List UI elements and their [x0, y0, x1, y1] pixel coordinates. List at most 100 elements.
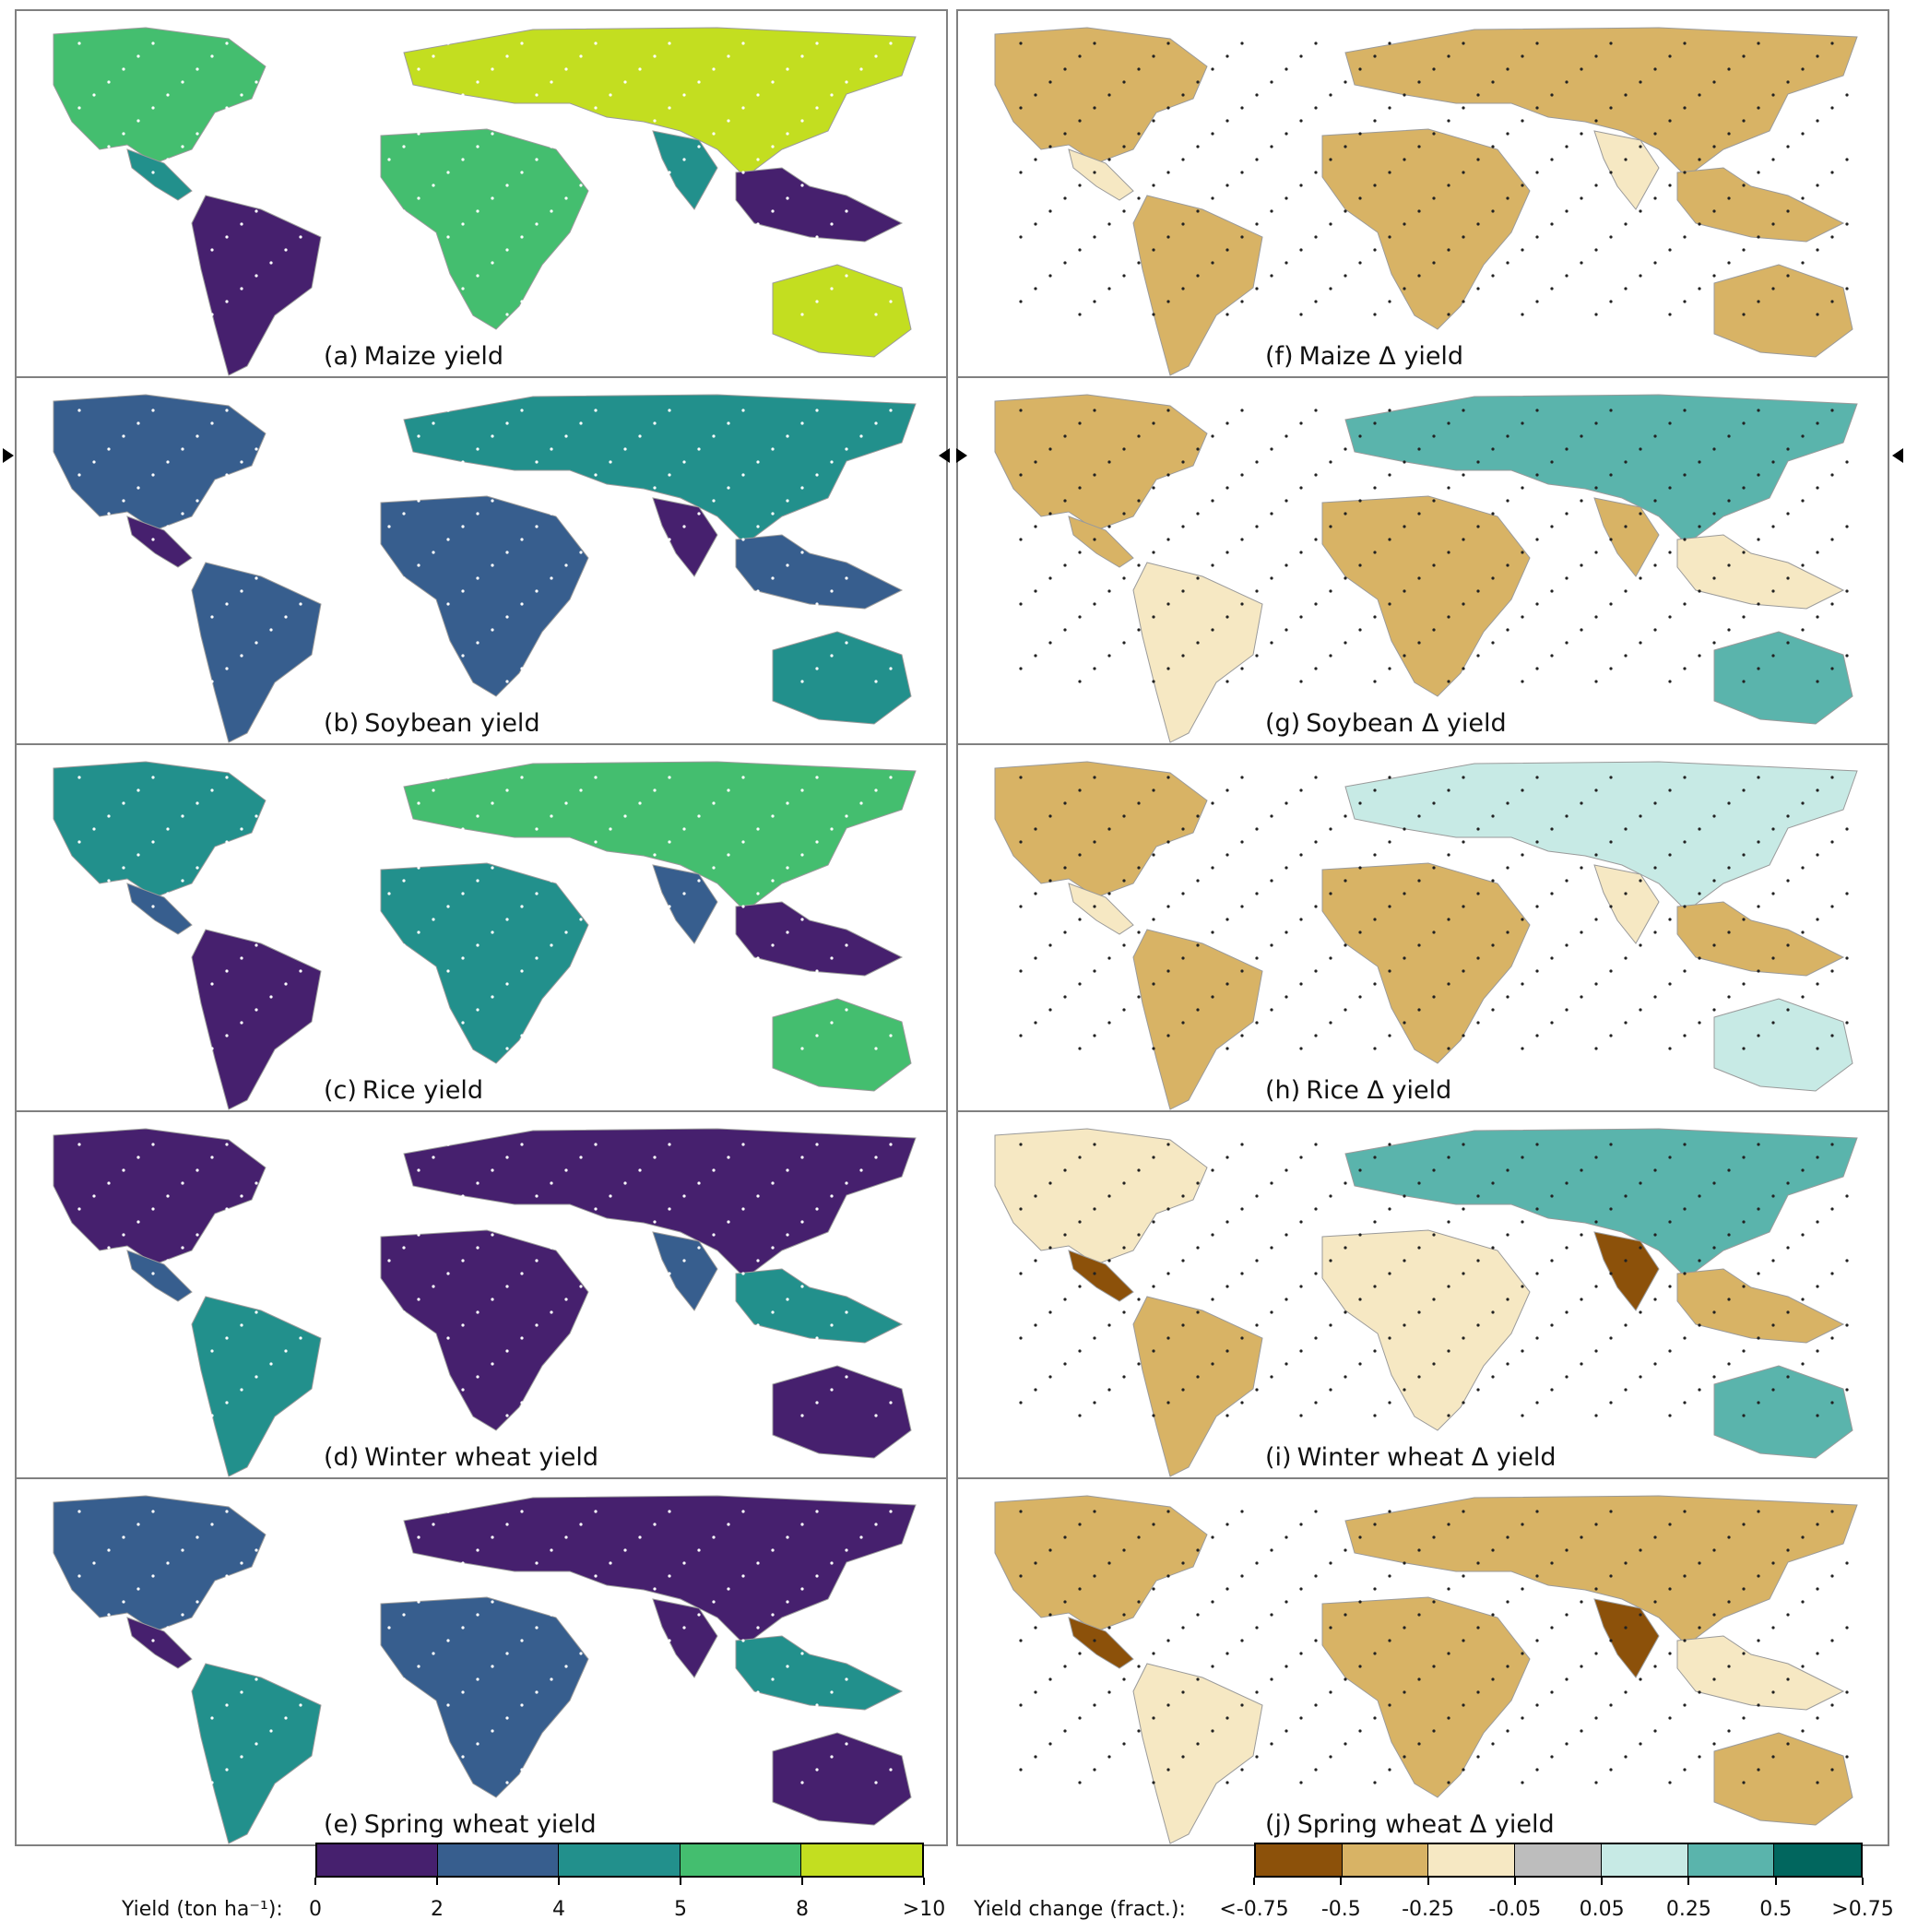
colorbar-segment: [438, 1844, 560, 1876]
africa-region: [380, 862, 589, 1064]
north-america-region: [994, 1128, 1208, 1265]
south-america-region: [1132, 1296, 1263, 1477]
central-america-region: [126, 148, 193, 201]
africa-region: [380, 1596, 589, 1798]
africa-region: [1321, 862, 1531, 1064]
yield-change-colorbar: [1254, 1843, 1863, 1878]
south-america-region: [191, 1663, 322, 1844]
north-america-region: [53, 761, 266, 898]
australia-region: [772, 1365, 912, 1459]
significance-stippling: [1019, 1510, 1849, 1784]
colorbar-tick-mark: [314, 1878, 316, 1885]
colorbar-tick-mark: [923, 1878, 925, 1885]
central-america-region: [126, 1250, 193, 1302]
colorbar-segment: [1342, 1844, 1429, 1876]
australia-region: [772, 631, 912, 725]
world-map: [53, 394, 917, 743]
australia-region: [1713, 998, 1853, 1092]
colorbar-tick-label: 0.25: [1665, 1898, 1711, 1921]
south-america-region: [191, 195, 322, 376]
north-america-region: [53, 394, 266, 531]
world-map: [994, 394, 1858, 743]
south-america-region: [191, 562, 322, 743]
india-sea-region: [1593, 497, 1660, 577]
india-sea-region: [1593, 864, 1660, 944]
south-america-region: [1132, 195, 1263, 376]
europe-asia-region: [1344, 394, 1858, 545]
colorbar-tick-label: 0.5: [1759, 1898, 1793, 1921]
europe-asia-region: [1344, 1128, 1858, 1279]
world-map: [994, 27, 1858, 376]
india-sea-region: [652, 1598, 718, 1678]
southeast-asia-region: [1676, 534, 1845, 610]
soybean-delta-yield-map: (g) Soybean Δ yield: [956, 376, 1889, 745]
panel-label: (b) Soybean yield: [324, 709, 540, 738]
colorbar-tick-mark: [1601, 1878, 1604, 1885]
colorbar-tick-label: <-0.75: [1219, 1898, 1289, 1921]
world-map: [53, 761, 917, 1110]
panel-label: (c) Rice yield: [324, 1076, 483, 1105]
colorbar-tick-mark: [1513, 1878, 1516, 1885]
middle-left-arrow-icon: [939, 448, 950, 463]
africa-region: [1321, 1229, 1531, 1431]
central-america-region: [126, 1617, 193, 1669]
world-map: [994, 1128, 1858, 1477]
central-america-region: [1068, 516, 1134, 568]
colorbar-tick-label: -0.25: [1402, 1898, 1455, 1921]
colorbar-segment: [1428, 1844, 1516, 1876]
colorbar-segment: [1774, 1844, 1861, 1876]
southeast-asia-region: [1676, 167, 1845, 243]
significance-stippling: [1019, 409, 1849, 683]
africa-region: [1321, 128, 1531, 330]
rice-delta-yield-map: (h) Rice Δ yield: [956, 743, 1889, 1112]
europe-asia-region: [403, 394, 917, 545]
significance-stippling: [77, 409, 907, 683]
africa-region: [1321, 495, 1531, 697]
world-map: [53, 1128, 917, 1477]
significance-stippling: [77, 1143, 907, 1417]
central-america-region: [1068, 1250, 1134, 1302]
significance-stippling: [77, 41, 907, 316]
africa-region: [380, 495, 589, 697]
colorbar-segment: [1256, 1844, 1343, 1876]
southeast-asia-region: [735, 1635, 904, 1711]
colorbar-tick-label: >10: [902, 1898, 946, 1921]
colorbar-segment: [317, 1844, 439, 1876]
north-america-region: [53, 1495, 266, 1632]
southeast-asia-region: [1676, 901, 1845, 977]
southeast-asia-region: [1676, 1268, 1845, 1344]
india-sea-region: [652, 130, 718, 210]
significance-stippling: [77, 1510, 907, 1784]
africa-region: [380, 1229, 589, 1431]
colorbar-tick-label: -0.5: [1320, 1898, 1361, 1921]
world-map: [994, 761, 1858, 1110]
india-sea-region: [652, 497, 718, 577]
maize-delta-yield-map: (f) Maize Δ yield: [956, 9, 1889, 378]
australia-region: [1713, 1732, 1853, 1826]
australia-region: [772, 1732, 912, 1826]
panel-label: (e) Spring wheat yield: [324, 1810, 597, 1839]
central-america-region: [1068, 148, 1134, 201]
central-america-region: [126, 883, 193, 935]
world-map: [53, 27, 917, 376]
panel-label: (f) Maize Δ yield: [1265, 342, 1464, 371]
left-edge-arrow-icon: [3, 448, 14, 463]
europe-asia-region: [403, 1495, 917, 1646]
maize-yield-map: (a) Maize yield: [15, 9, 948, 378]
south-america-region: [191, 929, 322, 1110]
southeast-asia-region: [1676, 1635, 1845, 1711]
australia-region: [1713, 1365, 1853, 1459]
central-america-region: [1068, 1617, 1134, 1669]
colorbar-tick-label: -0.05: [1488, 1898, 1542, 1921]
colorbar-tick-mark: [1253, 1878, 1255, 1885]
winter-wheat-yield-map: (d) Winter wheat yield: [15, 1110, 948, 1479]
australia-region: [1713, 631, 1853, 725]
panel-label: (d) Winter wheat yield: [324, 1443, 599, 1472]
middle-right-arrow-icon: [956, 448, 967, 463]
colorbar-tick-label: 2: [431, 1898, 444, 1921]
colorbar-tick-mark: [558, 1878, 560, 1885]
spring-wheat-yield-map: (e) Spring wheat yield: [15, 1477, 948, 1846]
significance-stippling: [77, 776, 907, 1050]
colorbar-tick-label: >0.75: [1831, 1898, 1894, 1921]
australia-region: [772, 264, 912, 358]
